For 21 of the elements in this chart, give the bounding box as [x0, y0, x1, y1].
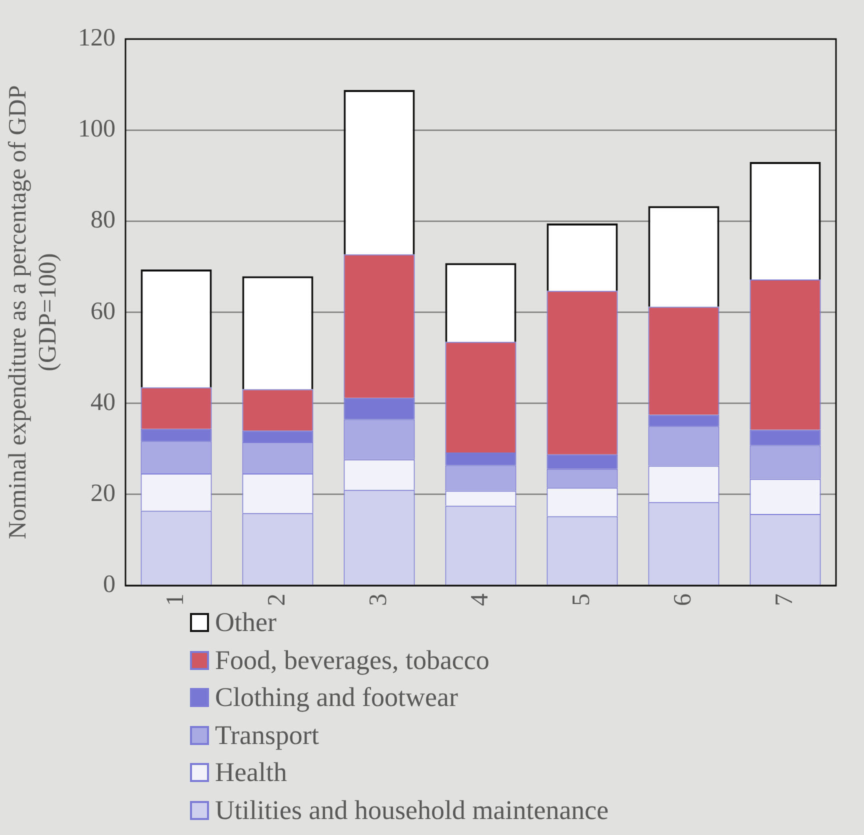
x-tick-label: 1 [162, 594, 189, 606]
y-tick-label: 40 [90, 388, 116, 416]
y-axis-title: Nominal expenditure as a percentage of GDP (GDP=100) [4, 85, 62, 540]
x-tick-label: 5 [568, 594, 595, 606]
x-tick-label: 4 [466, 593, 494, 606]
y-tick-label: 120 [78, 24, 116, 52]
x-tick-label: 3 [364, 594, 392, 606]
y-tick-label: 80 [90, 206, 116, 234]
y-tick-label: 60 [90, 298, 116, 325]
x-tick-label: 2 [263, 594, 290, 606]
legend-label: Clothing and footwear [215, 682, 458, 714]
legend-label: Food, beverages, tobacco [215, 644, 490, 676]
legend-label: Transport [215, 720, 320, 751]
y-tick-label: 100 [78, 116, 116, 143]
legend-label: Utilities and household maintenance [215, 794, 609, 826]
y-tick-label: 20 [90, 480, 116, 507]
x-tick-label: 6 [669, 594, 696, 606]
y-tick-label: 0 [103, 571, 116, 598]
legend-label: Health [215, 757, 287, 788]
legend-label: Other [215, 607, 276, 638]
x-tick-label: 7 [770, 594, 798, 606]
